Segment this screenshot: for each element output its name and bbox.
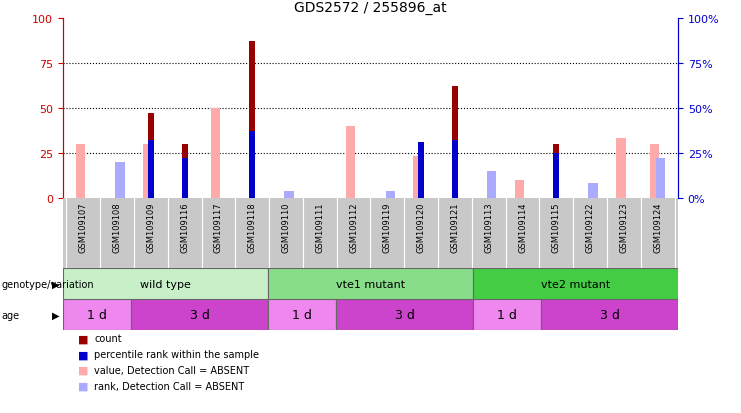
Text: ■: ■ xyxy=(78,381,88,391)
Bar xyxy=(554,145,559,198)
Text: 1 d: 1 d xyxy=(87,309,107,321)
Bar xyxy=(116,162,124,198)
Bar xyxy=(452,141,458,198)
Bar xyxy=(542,299,678,330)
Bar xyxy=(147,141,154,198)
Text: GSM109115: GSM109115 xyxy=(552,202,561,252)
Bar xyxy=(452,87,458,198)
Text: GSM109109: GSM109109 xyxy=(146,202,156,252)
Text: GSM109112: GSM109112 xyxy=(349,202,358,252)
Bar xyxy=(131,299,268,330)
Text: GSM109113: GSM109113 xyxy=(485,202,494,252)
Text: GSM109118: GSM109118 xyxy=(247,202,256,252)
Text: GSM109124: GSM109124 xyxy=(654,202,662,252)
Bar xyxy=(268,268,473,299)
Bar xyxy=(63,299,131,330)
Text: GSM109110: GSM109110 xyxy=(282,202,290,252)
Text: genotype/variation: genotype/variation xyxy=(1,279,94,289)
Bar xyxy=(346,126,356,198)
Bar xyxy=(147,114,154,198)
Text: GSM109123: GSM109123 xyxy=(619,202,628,252)
Bar xyxy=(473,299,542,330)
Text: 1 d: 1 d xyxy=(292,309,312,321)
Bar xyxy=(554,153,559,198)
Text: ■: ■ xyxy=(78,334,88,344)
Text: ▶: ▶ xyxy=(52,310,59,320)
Text: GSM109108: GSM109108 xyxy=(113,202,122,252)
Bar xyxy=(182,159,187,198)
Bar xyxy=(588,184,598,198)
Text: count: count xyxy=(94,334,122,344)
Text: GSM109122: GSM109122 xyxy=(585,202,595,252)
Text: vte1 mutant: vte1 mutant xyxy=(336,279,405,289)
Bar xyxy=(650,145,659,198)
Bar xyxy=(210,109,220,198)
Bar xyxy=(515,180,525,198)
Text: GSM109107: GSM109107 xyxy=(79,202,87,252)
Text: rank, Detection Call = ABSENT: rank, Detection Call = ABSENT xyxy=(94,381,245,391)
Text: ▶: ▶ xyxy=(52,279,59,289)
Text: ■: ■ xyxy=(78,349,88,359)
Text: vte2 mutant: vte2 mutant xyxy=(541,279,610,289)
Text: 3 d: 3 d xyxy=(190,309,210,321)
Bar xyxy=(76,145,85,198)
Text: GSM109116: GSM109116 xyxy=(180,202,189,252)
Bar xyxy=(473,268,678,299)
Title: GDS2572 / 255896_at: GDS2572 / 255896_at xyxy=(294,1,447,15)
Text: GSM109111: GSM109111 xyxy=(316,202,325,252)
Bar xyxy=(336,299,473,330)
Text: GSM109120: GSM109120 xyxy=(416,202,425,252)
Text: 1 d: 1 d xyxy=(497,309,517,321)
Text: GSM109119: GSM109119 xyxy=(383,202,392,252)
Bar xyxy=(617,139,625,198)
Text: age: age xyxy=(1,310,19,320)
Text: value, Detection Call = ABSENT: value, Detection Call = ABSENT xyxy=(94,365,249,375)
Bar xyxy=(268,299,336,330)
Bar xyxy=(249,132,255,198)
Bar xyxy=(385,191,395,198)
Text: wild type: wild type xyxy=(140,279,191,289)
Bar xyxy=(249,42,255,198)
Text: GSM109114: GSM109114 xyxy=(518,202,527,252)
Text: 3 d: 3 d xyxy=(395,309,415,321)
Bar xyxy=(63,268,268,299)
Bar xyxy=(143,145,153,198)
Bar xyxy=(656,159,665,198)
Bar xyxy=(413,157,423,198)
Text: GSM109121: GSM109121 xyxy=(451,202,459,252)
Bar xyxy=(418,142,425,198)
Text: 3 d: 3 d xyxy=(599,309,619,321)
Text: GSM109117: GSM109117 xyxy=(214,202,223,252)
Bar xyxy=(285,191,293,198)
Text: ■: ■ xyxy=(78,365,88,375)
Bar xyxy=(487,171,496,198)
Text: percentile rank within the sample: percentile rank within the sample xyxy=(94,349,259,359)
Bar xyxy=(182,145,187,198)
